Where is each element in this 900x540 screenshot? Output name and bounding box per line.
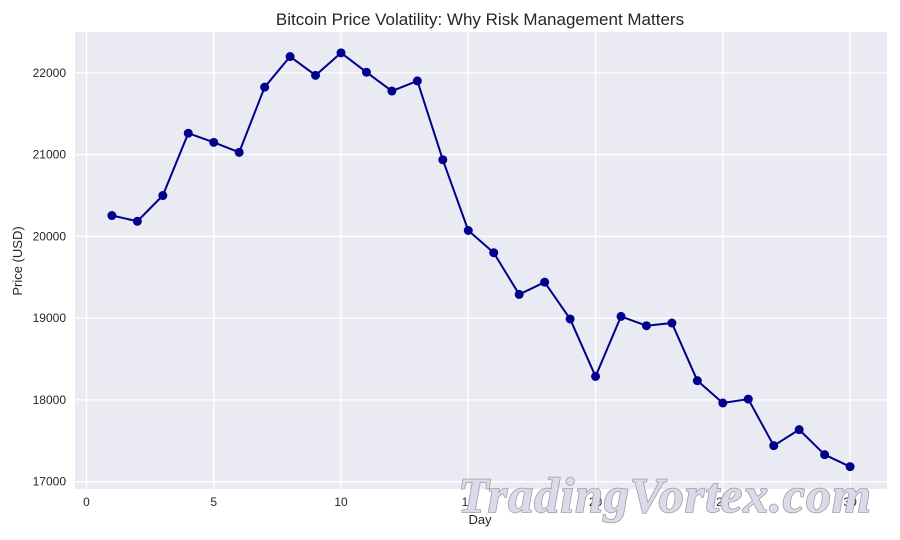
- data-point-marker: [361, 67, 371, 77]
- data-point-marker: [463, 225, 473, 235]
- data-point-marker: [845, 462, 855, 472]
- x-tick-label: 25: [716, 495, 730, 509]
- data-point-marker: [260, 82, 270, 92]
- x-tick-label: 5: [210, 495, 217, 509]
- data-point-marker: [387, 86, 397, 96]
- data-point-marker: [692, 376, 702, 386]
- data-point-marker: [209, 137, 219, 147]
- x-tick-label: 20: [589, 495, 603, 509]
- data-point-marker: [540, 277, 550, 287]
- x-tick-label: 15: [462, 495, 476, 509]
- data-point-marker: [183, 128, 193, 138]
- y-tick-label: 20000: [33, 229, 67, 243]
- x-tick-label: 0: [83, 495, 90, 509]
- gridlines: [75, 32, 887, 489]
- y-tick-label: 18000: [33, 393, 67, 407]
- y-axis-ticks: 17000 18000 19000 20000 21000 22000: [33, 66, 67, 489]
- x-axis-ticks: 0 5 10 15 20 25 30: [83, 495, 857, 509]
- data-point-marker: [769, 441, 779, 451]
- y-tick-label: 22000: [33, 66, 67, 80]
- data-point-marker: [667, 318, 677, 328]
- x-tick-label: 10: [334, 495, 348, 509]
- y-tick-label: 21000: [33, 148, 67, 162]
- data-point-marker: [158, 191, 168, 201]
- chart-title: Bitcoin Price Volatility: Why Risk Manag…: [276, 10, 684, 29]
- data-point-marker: [311, 70, 321, 80]
- data-point-marker: [132, 216, 142, 226]
- data-point-marker: [234, 147, 244, 157]
- plot-area: [75, 32, 887, 489]
- x-tick-label: 30: [843, 495, 857, 509]
- x-axis-label: Day: [468, 512, 492, 527]
- price-series: [107, 48, 855, 472]
- y-tick-label: 19000: [33, 311, 67, 325]
- watermark-text: TradingVortex.com: [458, 467, 872, 523]
- data-point-marker: [565, 314, 575, 324]
- data-point-marker: [718, 398, 728, 408]
- data-point-marker: [743, 394, 753, 404]
- data-point-marker: [336, 48, 346, 58]
- y-tick-label: 17000: [33, 475, 67, 489]
- data-point-marker: [514, 289, 524, 299]
- data-point-marker: [820, 450, 830, 460]
- y-axis-label: Price (USD): [10, 226, 25, 295]
- data-point-marker: [641, 321, 651, 331]
- data-point-marker: [107, 211, 117, 221]
- data-point-marker: [285, 52, 295, 62]
- data-point-marker: [489, 248, 499, 258]
- data-point-marker: [412, 76, 422, 86]
- data-point-marker: [438, 155, 448, 165]
- data-point-marker: [794, 425, 804, 435]
- data-point-marker: [591, 371, 601, 381]
- data-point-marker: [616, 311, 626, 321]
